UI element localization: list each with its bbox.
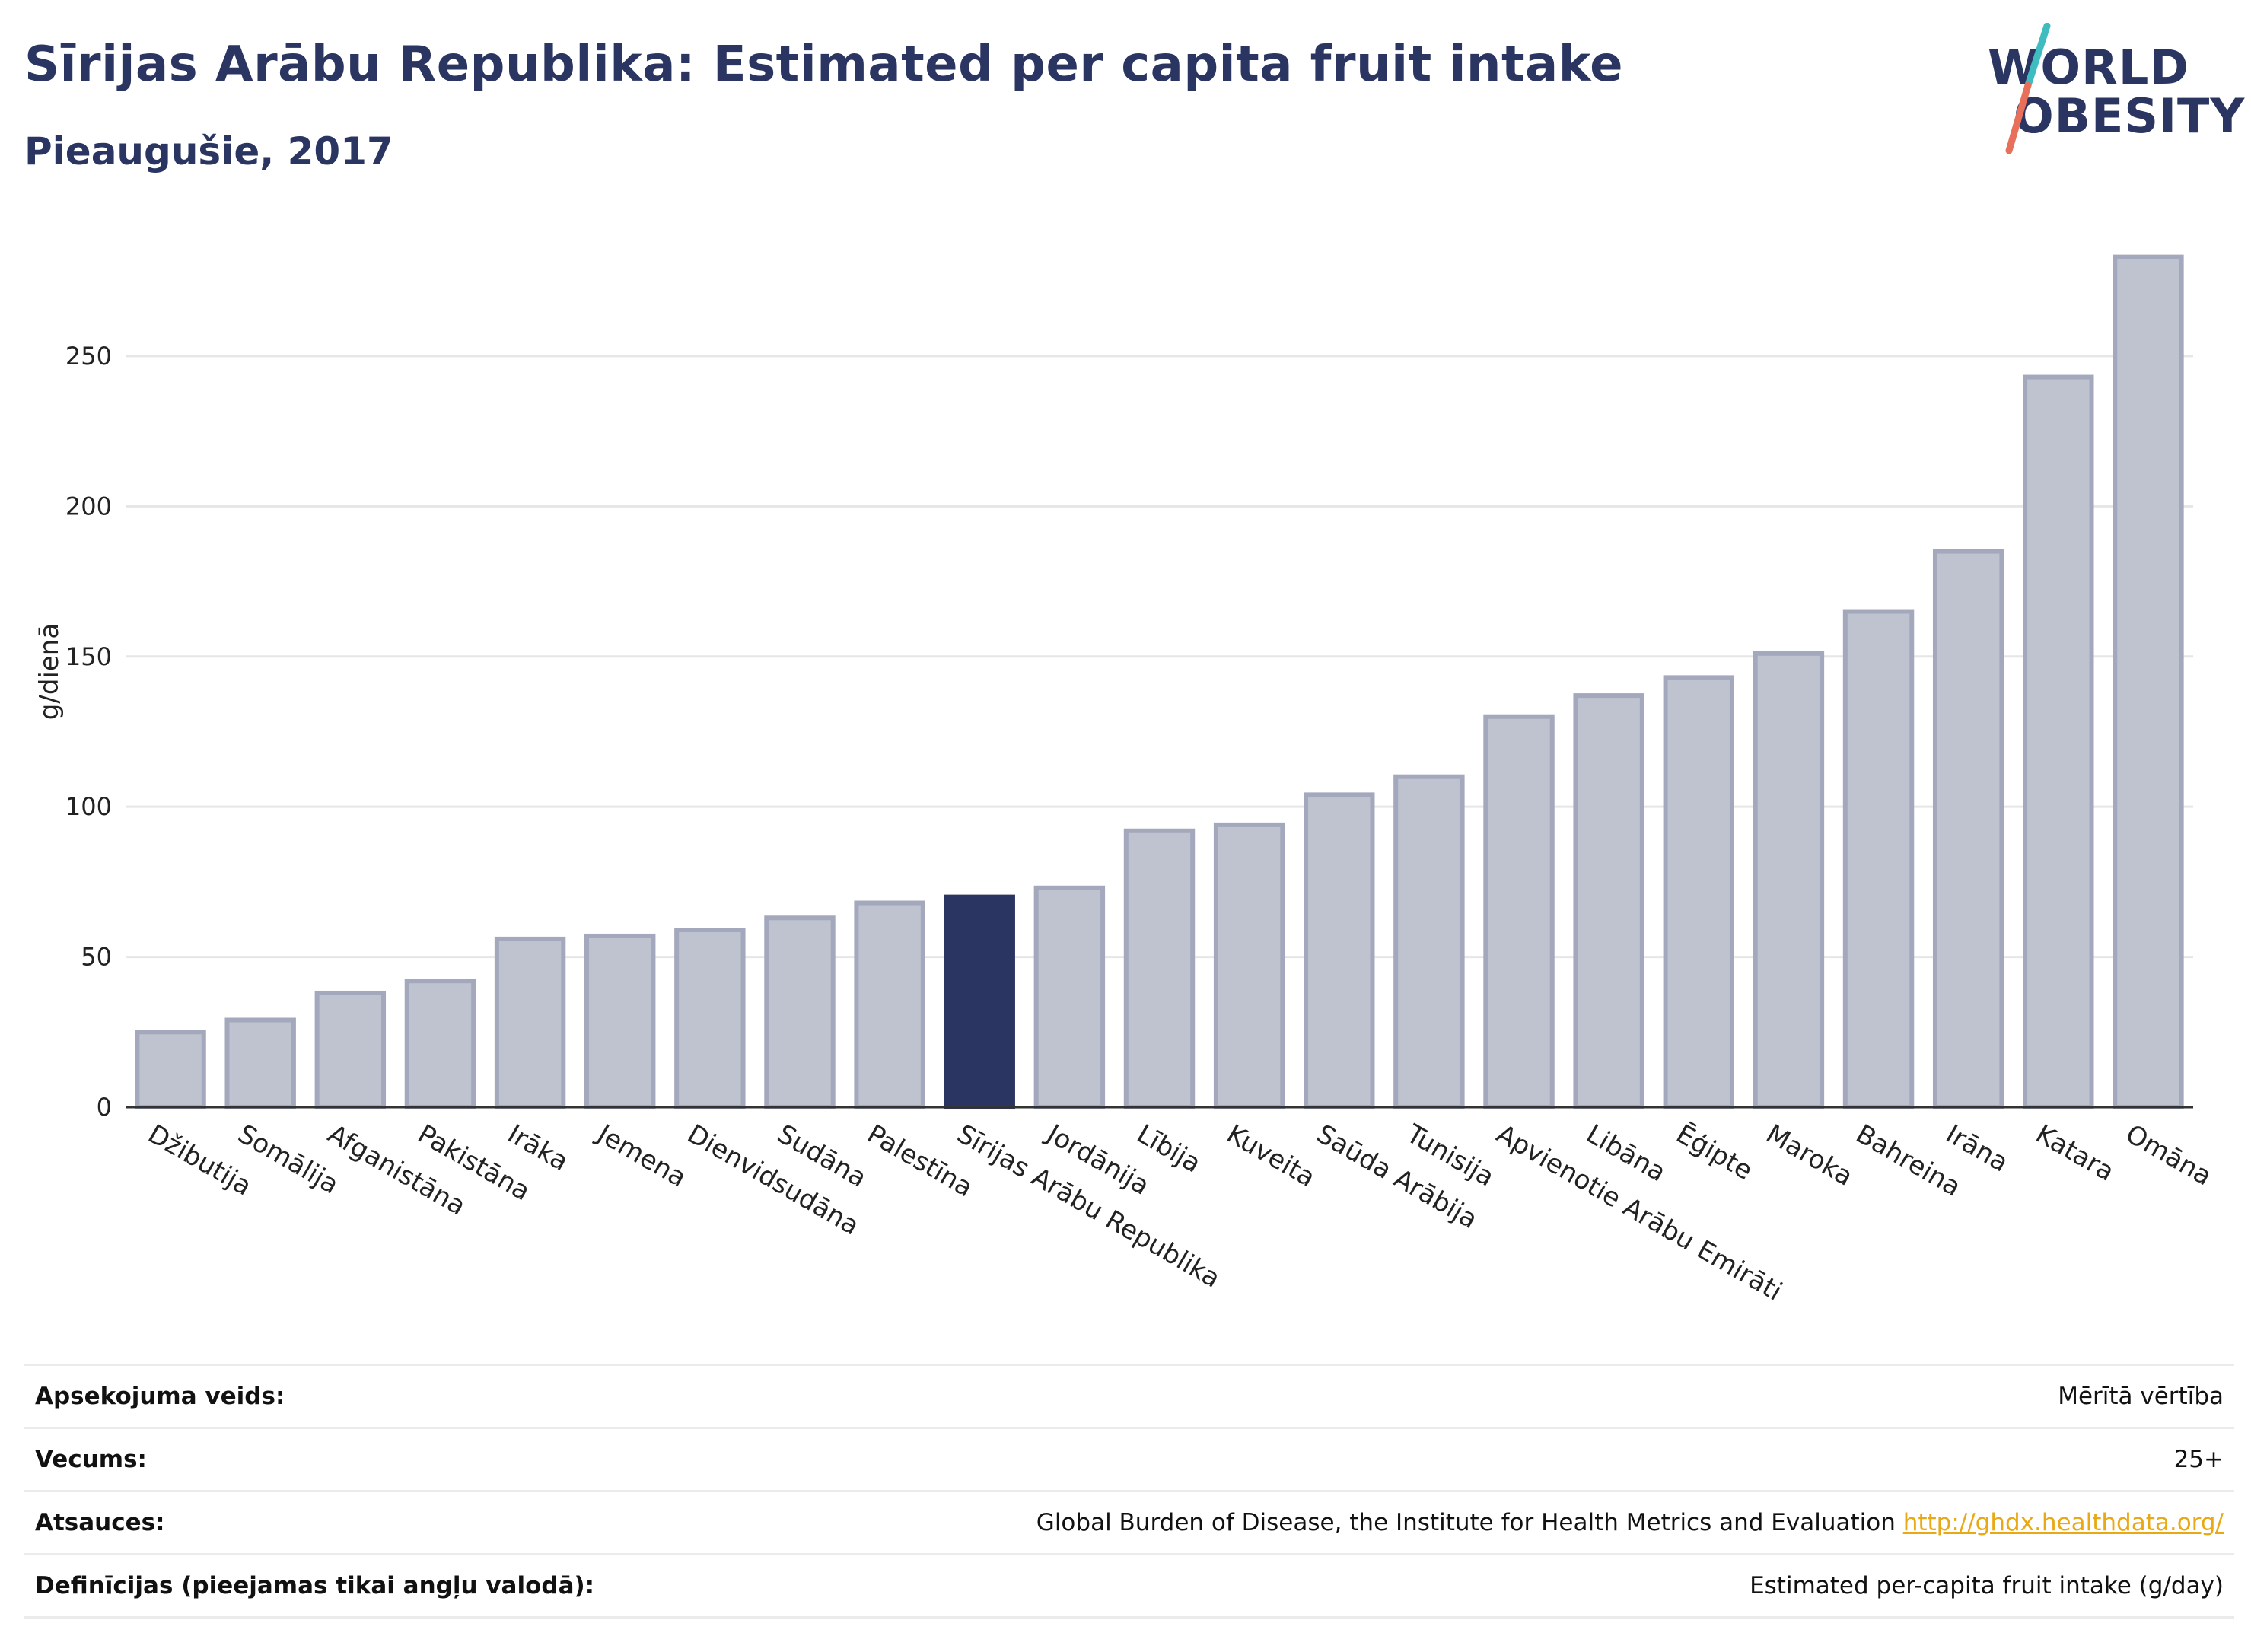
reference-text: Global Burden of Disease, the Institute …: [1036, 1509, 1896, 1536]
chart-subtitle: Pieaugušie, 2017: [24, 129, 393, 173]
info-row-references: Atsauces: Global Burden of Disease, the …: [24, 1492, 2234, 1555]
logo-line-2: OBESITY: [2014, 88, 2246, 144]
bar: [1393, 774, 1465, 1109]
bar: [224, 1017, 296, 1109]
bar: [854, 900, 925, 1109]
bar: [1123, 828, 1196, 1109]
x-tick-label: Maroka: [1761, 1119, 1858, 1192]
logo-slash-icon: [2005, 23, 2051, 154]
bar: [1753, 651, 1825, 1109]
bar: [135, 1030, 206, 1109]
y-tick-label: 0: [97, 1093, 112, 1122]
bar: [2113, 254, 2184, 1109]
bar: [2023, 374, 2094, 1109]
y-tick-label: 250: [65, 342, 112, 371]
bar: [764, 915, 836, 1109]
bar: [1932, 549, 2004, 1109]
y-tick-label: 50: [81, 943, 112, 972]
y-tick-label: 150: [65, 642, 112, 671]
bar: [314, 990, 387, 1110]
info-table: Apsekojuma veids: Mērītā vērtība Vecums:…: [24, 1364, 2234, 1619]
x-tick-label: Omāna: [2120, 1119, 2217, 1192]
bar: [1573, 693, 1644, 1109]
bar: [1033, 885, 1106, 1110]
bar: [1483, 714, 1555, 1109]
bar-chart: 050100150200250g/dienāDžibutijaSomālijaA…: [34, 254, 2217, 1307]
bar: [494, 936, 566, 1109]
y-axis-label: g/dienā: [34, 623, 65, 720]
x-tick-label: Ēģipte: [1671, 1119, 1758, 1186]
y-tick-label: 100: [65, 792, 112, 821]
info-value: Mērītā vērtība: [2058, 1383, 2224, 1410]
info-row-survey-type: Apsekojuma veids: Mērītā vērtība: [24, 1366, 2234, 1429]
bar: [404, 979, 476, 1109]
info-label: Vecums:: [35, 1446, 147, 1473]
bar: [674, 928, 746, 1109]
bar: [1213, 822, 1285, 1109]
bar: [1663, 675, 1734, 1109]
bar: [1842, 609, 1915, 1109]
bar: [1304, 792, 1375, 1110]
x-tick-label: Džibutija: [143, 1119, 257, 1202]
info-label: Atsauces:: [35, 1509, 165, 1536]
logo-line-1: WORLD: [1988, 40, 2189, 95]
info-label: Apsekojuma veids:: [35, 1383, 285, 1410]
bar: [584, 933, 656, 1110]
info-value: Global Burden of Disease, the Institute …: [1036, 1509, 2234, 1536]
x-tick-label: Kuveita: [1221, 1119, 1320, 1193]
y-tick-label: 200: [65, 492, 112, 520]
bar-highlight: [944, 894, 1015, 1109]
world-obesity-logo[interactable]: WORLD OBESITY: [1986, 23, 2244, 160]
chart-title: Sīrijas Arābu Republika: Estimated per c…: [24, 37, 1623, 93]
info-row-definitions: Definīcijas (pieejamas tikai angļu valod…: [24, 1555, 2234, 1619]
reference-link[interactable]: http://ghdx.healthdata.org/: [1902, 1509, 2224, 1536]
x-tick-label: Jemena: [591, 1118, 691, 1193]
info-value: Estimated per-capita fruit intake (g/day…: [1750, 1572, 2224, 1599]
x-tick-label: Katara: [2030, 1119, 2119, 1187]
info-row-age: Vecums: 25+: [24, 1429, 2234, 1492]
info-value: 25+: [2173, 1446, 2224, 1473]
info-label: Definīcijas (pieejamas tikai angļu valod…: [35, 1572, 595, 1599]
